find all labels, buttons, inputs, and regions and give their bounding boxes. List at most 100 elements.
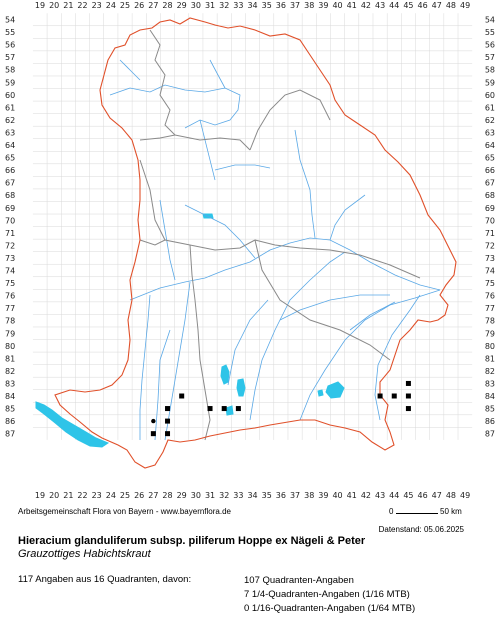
river-regen (329, 194, 366, 241)
y-tick-label: 71 (5, 229, 15, 238)
x-tick-label: 40 (332, 1, 342, 10)
stat-sixteenth-quadrant: 0 1/16-Quadranten-Angaben (1/64 MTB) (244, 603, 416, 614)
x-tick-label: 47 (432, 491, 442, 500)
y-tick-label: 65 (5, 154, 15, 163)
x-tick-label: 49 (460, 1, 470, 10)
y-tick-label: 55 (5, 28, 15, 37)
y-tick-label: 56 (5, 41, 15, 50)
y-tick-label: 82 (485, 367, 495, 376)
y-tick-label: 61 (485, 103, 495, 112)
y-tick-label: 83 (485, 379, 495, 388)
y-tick-label: 80 (485, 342, 495, 351)
border-oberfranken-oberpfalz (249, 89, 331, 151)
y-tick-label: 73 (5, 254, 15, 263)
border-mittelfranken-north (139, 134, 251, 151)
lake-starnberger-see (236, 378, 246, 397)
y-tick-label: 54 (5, 16, 15, 25)
x-tick-label: 34 (247, 491, 257, 500)
occurrence-square (405, 380, 411, 386)
occurrence-square (165, 431, 171, 437)
scale-end-label: 50 km (440, 507, 462, 516)
y-tick-label: 61 (5, 103, 15, 112)
y-tick-label: 84 (485, 392, 495, 401)
y-tick-label: 72 (5, 241, 15, 250)
y-tick-label: 79 (485, 329, 495, 338)
y-tick-label: 74 (5, 267, 15, 276)
x-tick-label: 35 (262, 1, 272, 10)
x-tick-label: 37 (290, 491, 300, 500)
occurrence-square (377, 393, 383, 399)
x-tick-label: 47 (432, 1, 442, 10)
lake-small-3 (317, 389, 324, 397)
lake-chiemsee (325, 381, 345, 399)
border-schwaben-mittelfranken (139, 239, 166, 246)
river-inn (299, 289, 441, 421)
x-tick-label: 45 (403, 1, 413, 10)
y-tick-label: 86 (5, 417, 15, 426)
x-tick-label: 43 (375, 491, 385, 500)
river-danube (129, 237, 441, 301)
x-tick-label: 34 (247, 1, 257, 10)
district-borders (139, 29, 421, 441)
y-tick-label: 60 (5, 91, 15, 100)
y-tick-label: 57 (5, 53, 15, 62)
y-tick-label: 79 (5, 329, 15, 338)
x-ticks-top: 19 20 21 22 23 24 25 26 27 28 29 30 31 32 33 34 35 36 37 38… (35, 1, 470, 10)
species-common-name: Grauzottiges Habichtskraut (18, 548, 151, 560)
x-tick-label: 39 (318, 491, 328, 500)
y-tick-label: 69 (485, 204, 495, 213)
x-tick-label: 41 (347, 1, 357, 10)
rivers (109, 59, 441, 441)
y-tick-label: 66 (5, 166, 15, 175)
lake-small-2 (225, 405, 234, 416)
y-tick-label: 64 (5, 141, 15, 150)
x-tick-label: 23 (92, 1, 102, 10)
y-tick-label: 84 (5, 392, 15, 401)
river-rott (349, 301, 396, 331)
y-tick-label: 83 (5, 379, 15, 388)
y-tick-label: 58 (485, 66, 495, 75)
occurrence-square (207, 406, 213, 412)
y-tick-label: 75 (5, 279, 15, 288)
lake-bodensee (35, 401, 110, 448)
y-tick-label: 59 (485, 78, 495, 87)
x-tick-label: 21 (63, 1, 73, 10)
y-ticks-right: 54 55 56 57 58 59 60 61 62 63 64 65 66 67 68 69 70 71 72 73… (485, 16, 495, 439)
x-tick-label: 30 (191, 1, 201, 10)
y-tick-label: 62 (5, 116, 15, 125)
river-rodach (209, 59, 226, 89)
border-unterfranken-oberfranken (149, 29, 176, 136)
y-tick-label: 60 (485, 91, 495, 100)
y-tick-label: 81 (5, 354, 15, 363)
credit-text: Arbeitsgemeinschaft Flora von Bayern - w… (18, 507, 231, 516)
y-tick-label: 69 (5, 204, 15, 213)
border-oberpfalz-niederbayern (254, 239, 421, 279)
data-date: Datenstand: 05.06.2025 (378, 525, 464, 534)
y-tick-label: 70 (485, 216, 495, 225)
y-tick-label: 81 (485, 354, 495, 363)
river-regnitz (199, 119, 216, 181)
x-tick-label: 25 (120, 1, 130, 10)
x-tick-label: 30 (191, 491, 201, 500)
y-tick-label: 73 (485, 254, 495, 263)
x-tick-label: 23 (92, 491, 102, 500)
occurrence-square (150, 431, 156, 437)
x-tick-label: 31 (205, 491, 215, 500)
y-tick-label: 71 (485, 229, 495, 238)
y-tick-label: 63 (5, 128, 15, 137)
x-tick-label: 32 (219, 491, 229, 500)
x-tick-label: 24 (106, 491, 116, 500)
y-tick-label: 77 (485, 304, 495, 313)
river-lech (164, 281, 191, 441)
occurrence-square (165, 418, 171, 424)
river-iller (139, 294, 151, 440)
x-tick-label: 44 (389, 1, 399, 10)
x-tick-label: 39 (318, 1, 328, 10)
lake-ammersee (220, 364, 230, 385)
x-tick-label: 20 (49, 491, 59, 500)
river-wertach (154, 329, 171, 441)
x-tick-label: 43 (375, 1, 385, 10)
y-tick-label: 78 (485, 317, 495, 326)
x-tick-label: 19 (35, 1, 45, 10)
x-tick-label: 25 (120, 491, 130, 500)
